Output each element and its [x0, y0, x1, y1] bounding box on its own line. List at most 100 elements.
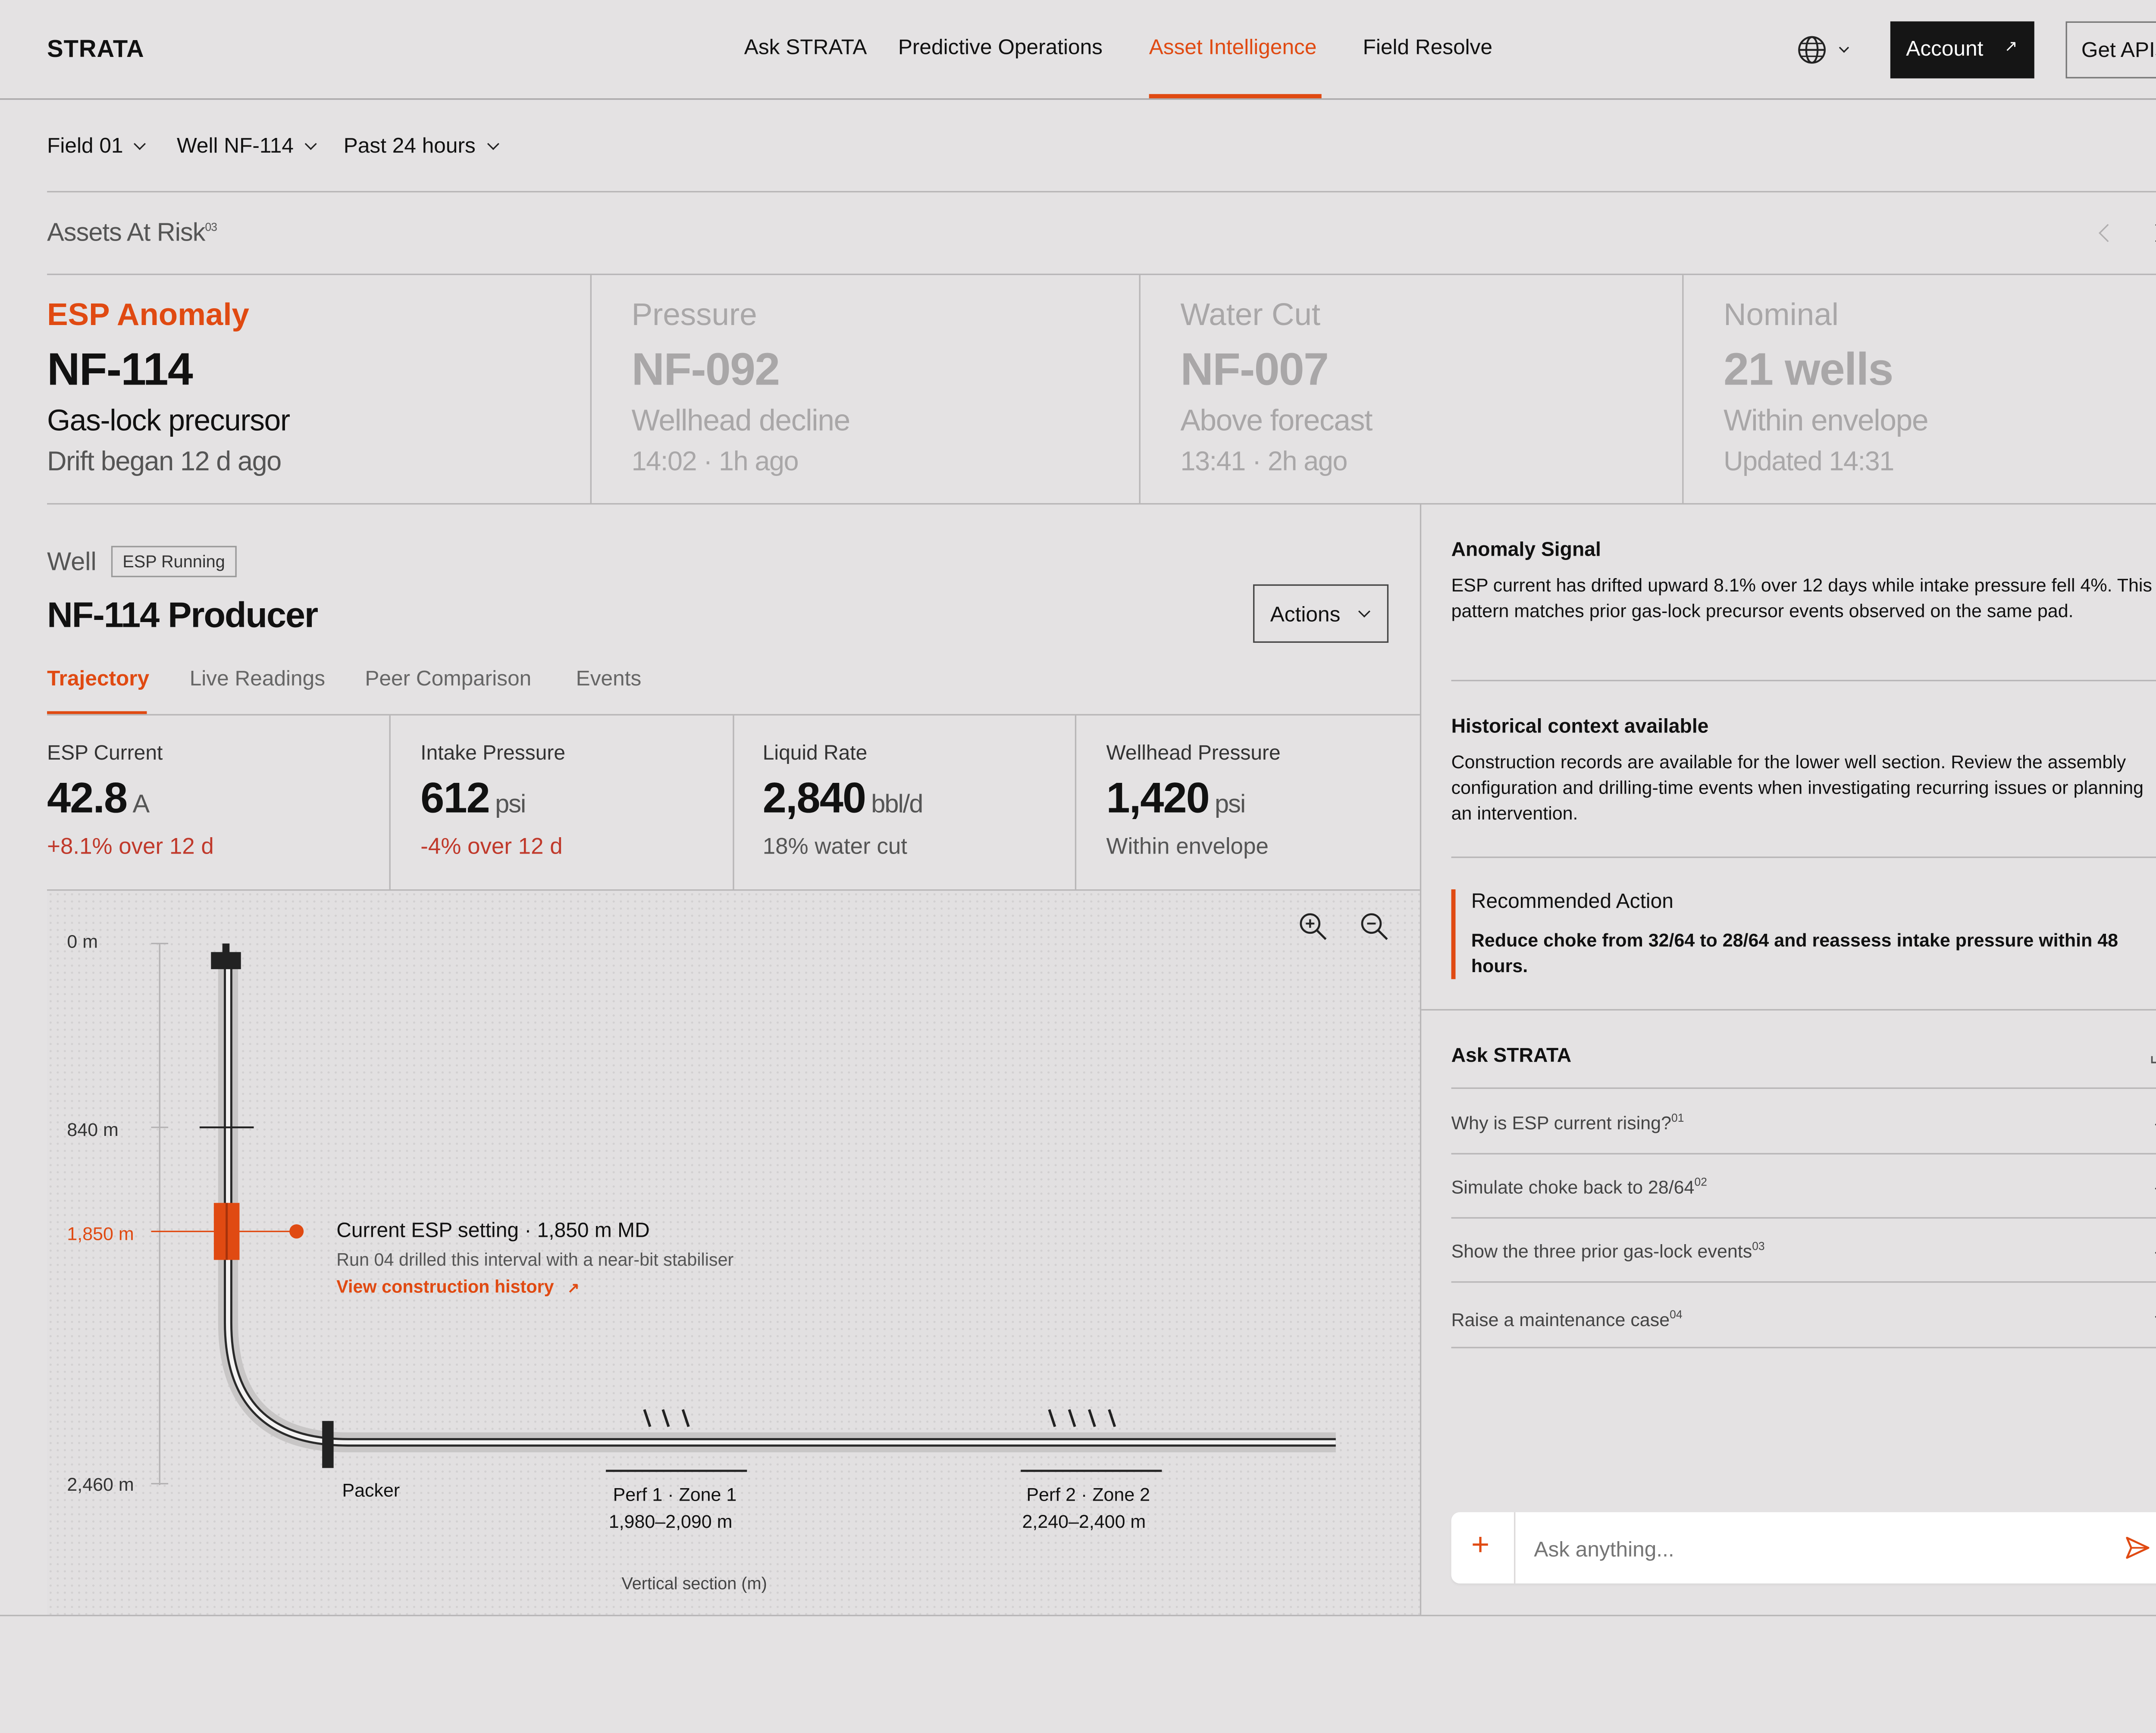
construction-history-label: View construction history — [336, 1277, 554, 1297]
nav-predictive-operations[interactable]: Predictive Operations — [898, 35, 1103, 60]
period-filter[interactable]: Past 24 hours — [344, 134, 499, 158]
metric-number: 1,420 — [1106, 775, 1210, 823]
side-panel-divider — [1420, 503, 1422, 1615]
chevron-left-icon — [2099, 224, 2117, 242]
chevron-right-icon — [2147, 224, 2156, 242]
assets-at-risk-label: Assets At Risk — [47, 218, 205, 247]
suggested-question[interactable]: Raise a maintenance case04 ↗ — [1451, 1281, 2156, 1348]
external-arrow-icon: ↗ — [2153, 1239, 2156, 1258]
attach-button[interactable]: + — [1451, 1512, 1516, 1584]
risk-card-nominal[interactable]: Nominal 21 wells Within envelope Updated… — [1724, 275, 2156, 503]
external-arrow-icon: ↗ — [2004, 38, 2018, 56]
suggested-question[interactable]: Why is ESP current rising?01 ↗ — [1451, 1089, 2156, 1154]
side-divider — [1451, 856, 2156, 858]
historical-context-title: Historical context available — [1451, 714, 1709, 737]
construction-history-link[interactable]: View construction history ↗ — [336, 1277, 580, 1297]
well-filter[interactable]: Well NF-114 — [177, 134, 317, 158]
risk-card-water-cut[interactable]: Water Cut NF-007 Above forecast 13:41 · … — [1180, 275, 1679, 503]
risk-card-sub: Updated 14:31 — [1724, 447, 1894, 478]
metric-value: 1,420 psi — [1106, 775, 1246, 824]
well-title: NF-114 Producer — [47, 595, 318, 636]
metric-esp-current: ESP Current 42.8 A +8.1% over 12 d — [47, 716, 389, 889]
metric-label: ESP Current — [47, 742, 163, 766]
tab-live-readings[interactable]: Live Readings — [189, 667, 325, 691]
question-text: Show the three prior gas-lock events03 — [1451, 1240, 1765, 1262]
zoom-in-button[interactable] — [1297, 911, 1329, 942]
suggested-question[interactable]: Show the three prior gas-lock events03 ↗ — [1451, 1217, 2156, 1283]
question-text: Why is ESP current rising?01 — [1451, 1111, 1684, 1134]
risk-card-sub: 14:02 · 1h ago — [631, 447, 799, 478]
well-label: Well — [47, 547, 97, 576]
metric-sub: Within envelope — [1106, 835, 1269, 860]
tab-trajectory[interactable]: Trajectory — [47, 667, 150, 691]
expand-button[interactable] — [2150, 1045, 2156, 1064]
chat-input[interactable] — [1531, 1532, 2107, 1567]
ask-strata-title: Ask STRATA — [1451, 1043, 1572, 1066]
nav-ask-strata[interactable]: Ask STRATA — [744, 35, 867, 60]
metric-unit: bbl/d — [871, 789, 923, 818]
actions-button-label: Actions — [1270, 603, 1341, 627]
chevron-down-icon — [1839, 43, 1849, 53]
plus-icon: + — [1471, 1526, 1490, 1562]
suggested-question[interactable]: Simulate choke back to 28/6402 ↗ — [1451, 1153, 2156, 1219]
zoom-out-button[interactable] — [1359, 911, 1390, 942]
external-arrow-icon: ↗ — [2153, 1110, 2156, 1130]
perf-2-range: 2,240–2,400 m — [1022, 1511, 1146, 1533]
language-selector[interactable] — [1796, 34, 1853, 66]
esp-callout-title: Current ESP setting · 1,850 m MD — [336, 1220, 650, 1243]
get-apis-button[interactable]: Get APIs — [2065, 21, 2156, 78]
risk-card-kind: ESP Anomaly — [47, 296, 250, 332]
account-button[interactable]: Account ↗ — [1890, 21, 2034, 78]
nav-field-resolve[interactable]: Field Resolve — [1363, 35, 1493, 60]
side-divider — [1451, 1087, 2156, 1089]
chevron-down-icon — [134, 138, 147, 150]
risk-card-divider — [1682, 275, 1684, 504]
footer-divider — [0, 1614, 2156, 1617]
metric-divider — [733, 715, 734, 890]
question-text: Simulate choke back to 28/6402 — [1451, 1176, 1707, 1198]
metric-sub: +8.1% over 12 d — [47, 835, 214, 860]
side-divider — [1421, 1009, 2156, 1011]
side-divider — [1451, 680, 2156, 682]
metric-divider — [389, 715, 391, 890]
perf-1-range: 1,980–2,090 m — [608, 1511, 733, 1533]
assets-at-risk-title: Assets At Risk03 — [47, 218, 217, 248]
anomaly-signal-title: Anomaly Signal — [1451, 537, 1601, 560]
actions-button[interactable]: Actions — [1253, 584, 1389, 643]
expand-icon — [2151, 1056, 2156, 1064]
tab-peer-comparison[interactable]: Peer Comparison — [365, 667, 532, 691]
risk-top-divider — [47, 273, 2156, 275]
field-filter[interactable]: Field 01 — [47, 134, 147, 158]
carousel-prev-button[interactable] — [2090, 219, 2118, 248]
risk-card-kind: Pressure — [631, 296, 757, 332]
brand-logo[interactable]: STRATA — [47, 35, 144, 63]
carousel-next-button[interactable] — [2144, 219, 2156, 248]
status-badge: ESP Running — [111, 546, 237, 577]
metric-value: 2,840 bbl/d — [763, 776, 924, 824]
metric-liquid-rate: Liquid Rate 2,840 bbl/d 18% water cut — [763, 716, 1074, 889]
risk-card-desc: Within envelope — [1724, 404, 1928, 438]
chevron-down-icon — [1358, 605, 1370, 618]
send-button[interactable] — [2121, 1532, 2153, 1564]
tab-events[interactable]: Events — [576, 667, 642, 691]
zoom-in-icon — [1300, 913, 1327, 940]
zoom-out-icon — [1361, 913, 1388, 940]
tab-active-underline — [47, 711, 147, 714]
depth-label-esp: 1,850 m — [67, 1223, 134, 1245]
anomaly-signal-text: ESP current has drifted upward 8.1% over… — [1451, 574, 2152, 622]
external-arrow-icon: ↗ — [2153, 1174, 2156, 1194]
risk-card-esp-anomaly[interactable]: ESP Anomaly NF-114 Gas-lock precursor Dr… — [47, 275, 589, 503]
metric-number: 612 — [420, 775, 490, 823]
risk-card-pressure[interactable]: Pressure NF-092 Wellhead decline 14:02 ·… — [632, 275, 1131, 503]
esp-callout-note: Run 04 drilled this interval with a near… — [336, 1250, 734, 1270]
risk-card-id: 21 wells — [1724, 343, 1893, 395]
historical-context-text: Construction records are available for t… — [1451, 751, 2144, 824]
risk-bottom-divider — [47, 503, 2156, 505]
nav-asset-intelligence[interactable]: Asset Intelligence — [1149, 35, 1317, 60]
risk-card-divider — [590, 275, 592, 504]
question-text: Raise a maintenance case04 — [1451, 1308, 1683, 1330]
metric-number: 42.8 — [47, 775, 128, 823]
nav-active-underline — [1149, 94, 1322, 99]
risk-card-kind: Nominal — [1724, 296, 1839, 332]
depth-label-840m: 840 m — [67, 1119, 119, 1140]
